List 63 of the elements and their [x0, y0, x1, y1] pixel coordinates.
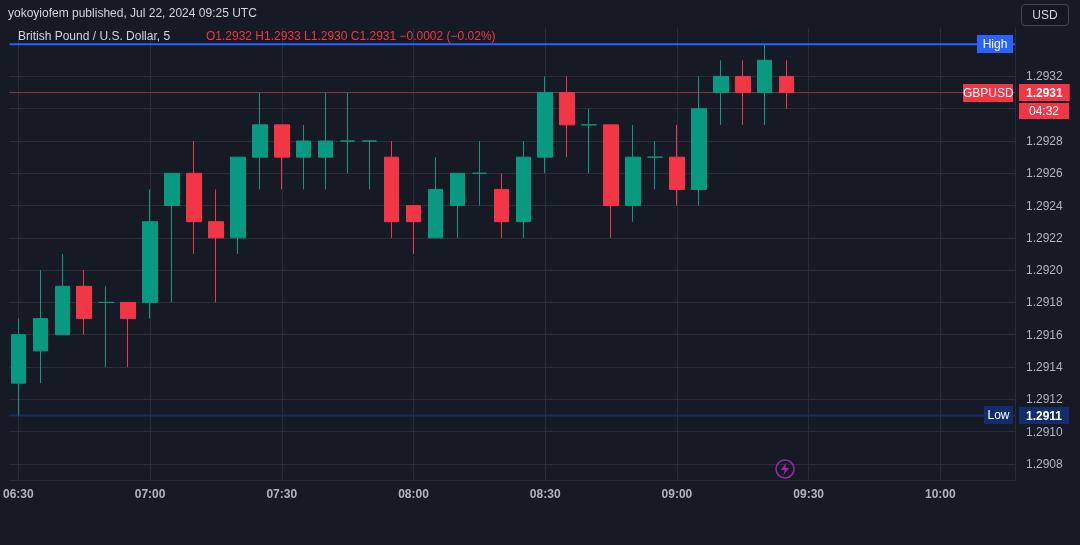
x-tick-label: 07:30 — [266, 487, 298, 501]
ref-line-label: GBPUSD — [963, 83, 1014, 102]
x-tick-label: 09:00 — [661, 487, 693, 501]
candlestick — [472, 140, 487, 207]
x-tick-label: 06:30 — [2, 487, 35, 501]
y-tick-label: 1.2918 — [1026, 295, 1064, 310]
ref-line-label: High — [977, 35, 1013, 54]
y-tick-label: 1.2920 — [1026, 263, 1064, 278]
candlestick — [186, 140, 202, 255]
candlestick — [516, 140, 531, 239]
candlestick — [274, 124, 290, 190]
candlestick — [340, 92, 355, 174]
candlestick — [76, 269, 92, 336]
text: yokoyiofem published, Jul 22, 2024 09:25 UTC — [8, 6, 257, 20]
y-tick-label: 1.2910 — [1026, 424, 1064, 439]
candlestick — [142, 188, 158, 320]
y-tick-label: 1.2932 — [1026, 69, 1064, 84]
text: 04:32 — [1019, 102, 1069, 119]
y-tick-label: 1.2922 — [1026, 230, 1064, 245]
y-tick-label: 1.2931 — [1026, 86, 1064, 101]
candlestick — [537, 75, 553, 174]
y-tick-label: 1.2924 — [1026, 198, 1064, 213]
candlestick — [33, 269, 48, 384]
candlestick — [647, 140, 663, 190]
y-tick-label: 1.2916 — [1026, 327, 1064, 342]
candlestick — [208, 188, 224, 303]
candlestick — [11, 318, 26, 416]
candlestick — [757, 43, 772, 126]
y-tick-label: 1.2912 — [1026, 392, 1064, 407]
candlestick — [252, 92, 268, 190]
x-tick-label: 07:00 — [134, 487, 166, 501]
y-tick-label: 1.2928 — [1026, 134, 1064, 148]
candlestick — [406, 205, 421, 255]
ref-line-label: Low — [984, 406, 1013, 425]
candlestick — [603, 124, 619, 239]
candlestick — [384, 140, 399, 239]
candlestick — [581, 108, 597, 174]
x-tick-label: 09:30 — [793, 487, 825, 501]
y-axis-title: USD — [1021, 4, 1069, 26]
y-tick-label: 1.2926 — [1026, 166, 1064, 181]
candlestick — [164, 172, 180, 303]
y-tick-label: 1.2908 — [1026, 456, 1064, 471]
candlestick — [494, 172, 509, 239]
chart-subtitle: O1.2932 H1.2933 L1.2930 C1.2931 −0.0002 (−0.02%) — [206, 29, 496, 43]
candlestick — [713, 59, 729, 126]
y-tick-label: 1.2911 — [1026, 408, 1063, 423]
chart-title: British Pound / U.S. Dollar, 5 — [18, 29, 171, 43]
candlestick — [55, 253, 70, 336]
candlestick — [98, 285, 114, 368]
candlestick — [669, 124, 685, 207]
candlestick — [296, 124, 311, 190]
x-tick-label: 10:00 — [925, 487, 957, 501]
candlestick — [428, 156, 443, 239]
x-tick-label: 08:30 — [529, 487, 561, 501]
candlestick — [450, 172, 465, 239]
candlestick — [230, 156, 246, 255]
candlestick — [120, 301, 136, 368]
candlestick — [625, 124, 641, 223]
candlestick — [318, 92, 333, 190]
candlestick — [362, 140, 377, 190]
x-tick-label: 08:00 — [398, 487, 430, 501]
candlestick — [691, 75, 707, 207]
y-tick-label: 1.2914 — [1026, 360, 1064, 374]
